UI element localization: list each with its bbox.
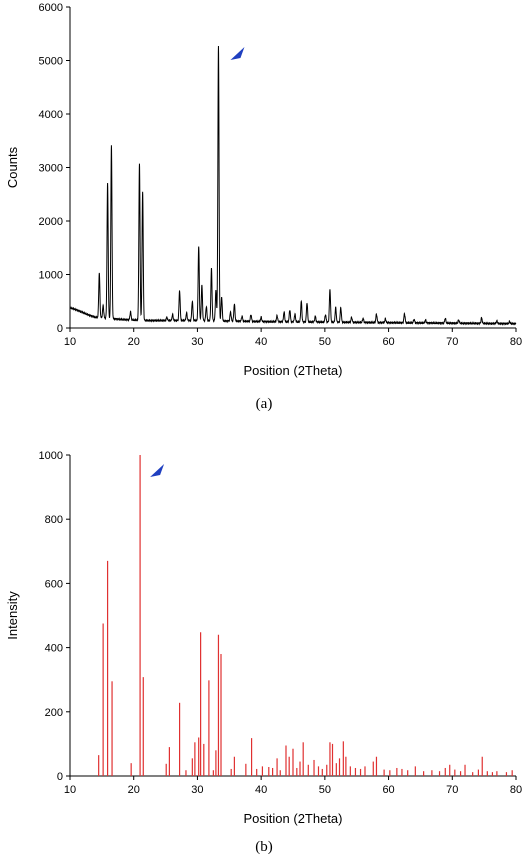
panel-a-label: (a)	[256, 396, 273, 412]
panel-b-arrow-marker	[150, 464, 165, 477]
panel-a-arrow-marker	[230, 47, 245, 60]
panel-a-x-tick-label: 80	[510, 336, 522, 348]
panel-a-y-tick-label: 3000	[39, 163, 63, 175]
panel-a-y-tick-label: 2000	[39, 216, 63, 228]
panel-b-x-tick-label: 70	[446, 784, 458, 796]
panel-b-y-tick-label: 1000	[39, 450, 63, 462]
panel-b-x-tick-label: 20	[128, 784, 140, 796]
panel-a-x-tick-label: 10	[64, 336, 76, 348]
panel-a-diffraction-line	[69, 46, 517, 326]
panel-a: 10 20 30 40 50 60 70 80 0 1000 2000 3000 4000 5000 600…	[5, 2, 522, 412]
panel-a-y-tick-label: 1000	[39, 270, 63, 282]
panel-a-y-tick-label: 5000	[39, 56, 63, 68]
panel-b-x-tick-label: 10	[64, 784, 76, 796]
panel-b-y-tick-label: 400	[45, 643, 63, 655]
panel-b-y-tick-label: 800	[45, 514, 63, 526]
panel-a-y-tick-label: 0	[57, 323, 63, 335]
panel-b-y-tick-label: 0	[57, 771, 63, 783]
panel-b-x-tick-label: 40	[255, 784, 267, 796]
panel-b-label: (b)	[255, 839, 273, 855]
panel-b-y-tick-label: 200	[45, 707, 63, 719]
panel-a-x-axis-title: Position (2Theta)	[244, 363, 343, 378]
panel-b-x-tick-label: 50	[319, 784, 331, 796]
panel-b-reference-sticks	[98, 455, 513, 776]
panel-a-axes	[69, 7, 516, 329]
panel-a-x-tick-label: 70	[446, 336, 458, 348]
panel-b-axes	[69, 455, 516, 777]
panel-a-y-axis-title: Counts	[5, 146, 20, 188]
panel-b-x-tick-label: 30	[191, 784, 203, 796]
panel-b-y-tick-label: 600	[45, 578, 63, 590]
panel-b-x-axis-title: Position (2Theta)	[244, 811, 343, 826]
panel-a-x-tick-label: 40	[255, 336, 267, 348]
panel-a-y-tick-label: 6000	[39, 2, 63, 14]
panel-a-y-tick-label: 4000	[39, 109, 63, 121]
panel-a-ticks: 10 20 30 40 50 60 70 80 0 1000 2000 3000 4000 5000 600…	[39, 2, 523, 348]
panel-a-x-tick-label: 60	[382, 336, 394, 348]
panel-a-x-tick-label: 20	[128, 336, 140, 348]
panel-a-x-tick-label: 50	[319, 336, 331, 348]
panel-b-x-tick-label: 60	[382, 784, 394, 796]
panel-b-y-axis-title: Intensity	[5, 591, 20, 640]
panel-a-x-tick-label: 30	[191, 336, 203, 348]
panel-b-x-tick-label: 80	[510, 784, 522, 796]
